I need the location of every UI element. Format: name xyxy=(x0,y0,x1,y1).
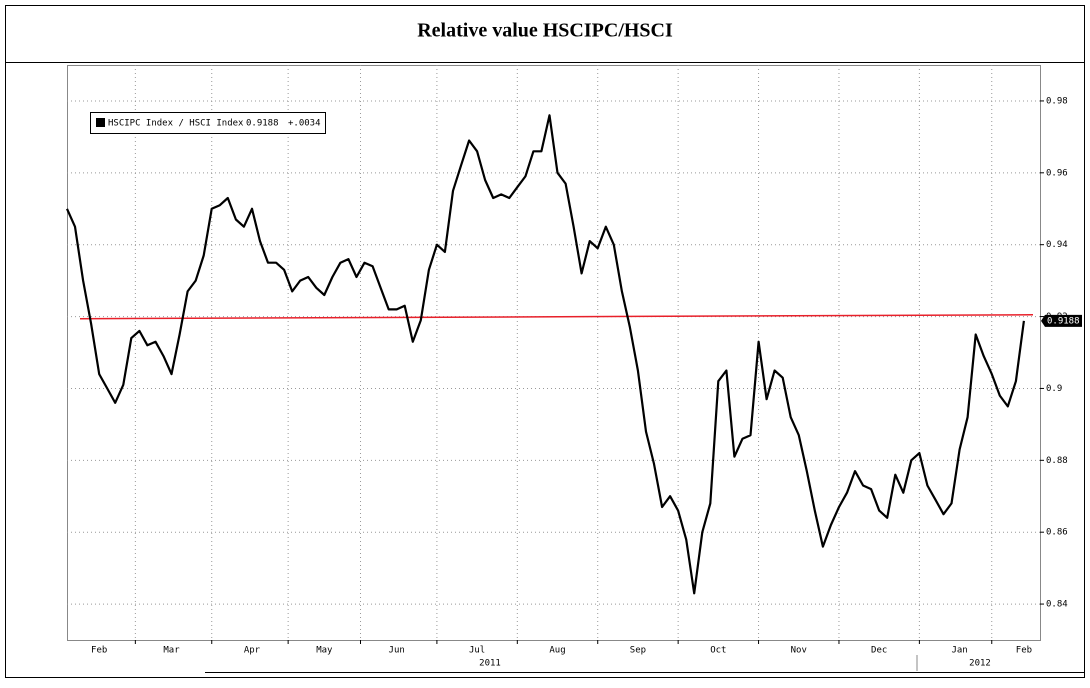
last-value-label: 0.9188 xyxy=(1047,316,1080,326)
series-line xyxy=(65,114,1025,595)
x-tick-label: Oct xyxy=(710,646,726,656)
x-tick-label: Sep xyxy=(630,646,646,656)
legend-label: HSCIPC Index / HSCI Index xyxy=(108,119,244,129)
x-tick-label: Mar xyxy=(163,646,180,656)
x-tick-label: Feb xyxy=(91,646,107,656)
plot-area xyxy=(67,65,1041,641)
legend-box xyxy=(90,112,326,134)
chart-title: Relative value HSCIPC/HSCI xyxy=(417,20,673,42)
y-tick-label: 0.88 xyxy=(1046,456,1068,466)
x-tick-label: Feb xyxy=(1016,646,1032,656)
reference-line xyxy=(79,314,1034,320)
y-tick-label: 0.84 xyxy=(1046,600,1068,610)
legend-swatch xyxy=(96,118,105,127)
x-tick-label: Jan xyxy=(951,646,967,656)
year-label: 2011 xyxy=(479,659,501,669)
x-tick-label: Nov xyxy=(791,646,807,656)
x-tick-label: Apr xyxy=(244,646,261,656)
y-tick-label: 0.86 xyxy=(1046,528,1068,538)
year-label: 2012 xyxy=(969,659,991,669)
x-tick-label: Jun xyxy=(389,646,405,656)
x-tick-label: Aug xyxy=(549,646,565,656)
legend-change: +.0034 xyxy=(288,119,321,129)
legend-value: 0.9188 xyxy=(246,119,279,129)
x-tick-label: Jul xyxy=(469,646,485,656)
y-tick-label: 0.9 xyxy=(1046,384,1062,394)
x-tick-label: May xyxy=(316,646,333,656)
y-tick-label: 0.96 xyxy=(1046,168,1068,178)
y-tick-label: 0.94 xyxy=(1046,240,1068,250)
y-tick-label: 0.98 xyxy=(1046,96,1068,106)
last-value-tag xyxy=(1041,314,1082,327)
x-tick-label: Dec xyxy=(871,646,887,656)
